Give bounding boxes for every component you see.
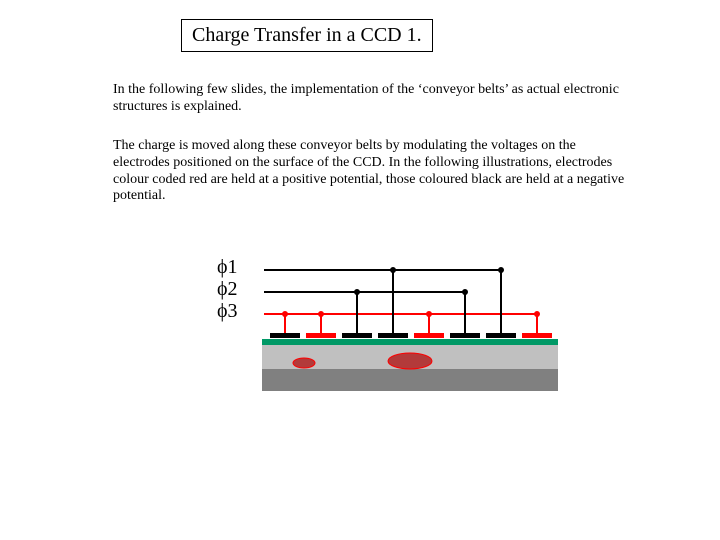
paragraph-1: In the following few slides, the impleme… — [113, 82, 633, 116]
page: Charge Transfer in a CCD 1. In the follo… — [0, 0, 720, 540]
ccd-diagram — [232, 255, 562, 400]
phi-symbol: ϕ — [217, 300, 228, 323]
phi-symbol: ϕ — [217, 278, 228, 301]
title-box: Charge Transfer in a CCD 1. — [181, 19, 433, 52]
title-text: Charge Transfer in a CCD 1. — [192, 24, 422, 46]
paragraph-2: The charge is moved along these conveyor… — [113, 138, 633, 205]
phi-symbol: ϕ — [217, 256, 228, 279]
